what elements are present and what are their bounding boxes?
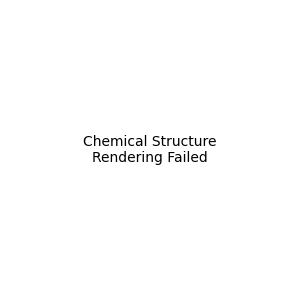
Text: Chemical Structure
Rendering Failed: Chemical Structure Rendering Failed [83,135,217,165]
